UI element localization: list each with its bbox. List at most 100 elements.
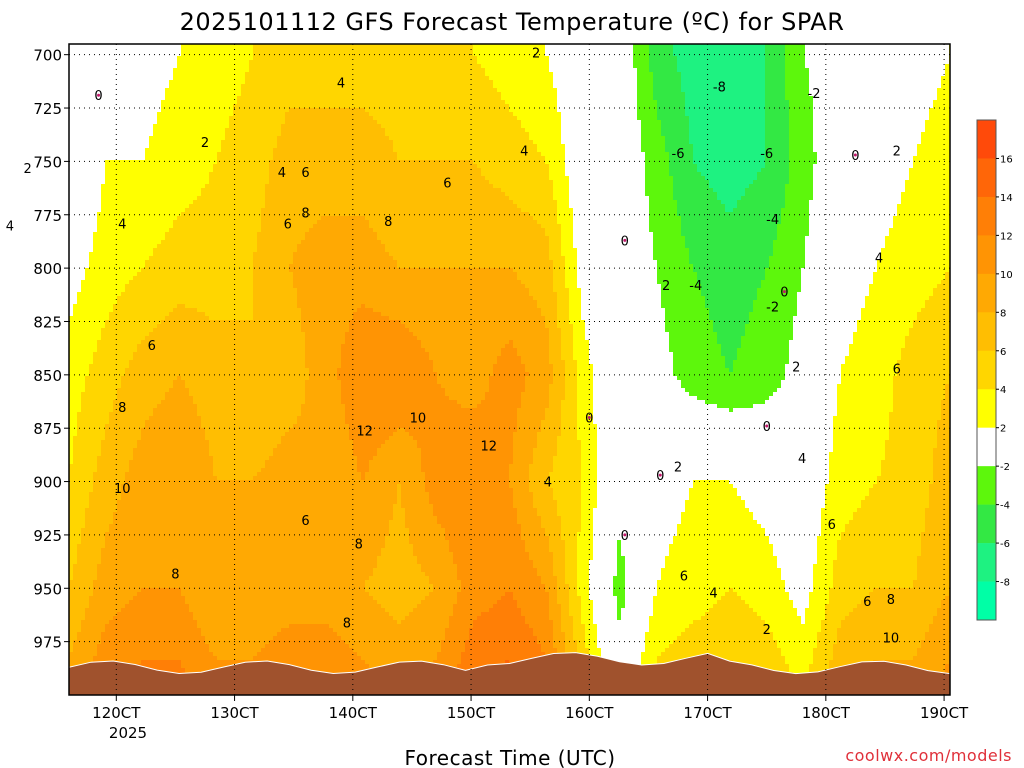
field-cell xyxy=(85,220,90,225)
field-cell xyxy=(85,168,90,173)
field-cell xyxy=(173,144,178,149)
field-cell xyxy=(165,448,170,453)
field-cell xyxy=(153,588,158,593)
field-cell xyxy=(177,144,182,149)
field-cell xyxy=(93,312,98,317)
field-cell xyxy=(97,312,102,317)
field-cell xyxy=(113,592,118,597)
field-cell xyxy=(137,640,142,645)
field-cell xyxy=(77,152,82,157)
field-cell xyxy=(93,196,98,201)
field-cell xyxy=(185,464,190,469)
field-cell xyxy=(105,284,110,289)
field-cell xyxy=(181,252,186,257)
field-cell xyxy=(113,648,118,653)
field-cell xyxy=(173,456,178,461)
field-cell xyxy=(93,60,98,65)
field-cell xyxy=(165,508,170,513)
field-cell xyxy=(165,336,170,341)
field-cell xyxy=(177,220,182,225)
field-cell xyxy=(153,484,158,489)
field-cell xyxy=(105,420,110,425)
field-cell xyxy=(121,340,126,345)
field-cell xyxy=(189,156,194,161)
field-cell xyxy=(77,96,82,101)
field-cell xyxy=(85,156,90,161)
field-cell xyxy=(113,172,118,177)
field-cell xyxy=(153,600,158,605)
field-cell xyxy=(105,460,110,465)
field-cell xyxy=(85,368,90,373)
field-cell xyxy=(149,584,154,589)
field-cell xyxy=(97,328,102,333)
field-cell xyxy=(173,108,178,113)
field-cell xyxy=(109,96,114,101)
field-cell xyxy=(137,252,142,257)
field-cell xyxy=(73,364,78,369)
field-cell xyxy=(85,264,90,269)
field-cell xyxy=(181,604,186,609)
field-cell xyxy=(133,552,138,557)
field-cell xyxy=(85,388,90,393)
field-cell xyxy=(181,96,186,101)
field-cell xyxy=(69,584,74,589)
field-cell xyxy=(69,204,74,209)
field-cell xyxy=(77,444,82,449)
field-cell xyxy=(105,184,110,189)
field-cell xyxy=(129,516,134,521)
field-cell xyxy=(113,524,118,529)
field-cell xyxy=(145,276,150,281)
field-cell xyxy=(105,196,110,201)
field-cell xyxy=(73,248,78,253)
field-cell xyxy=(149,492,154,497)
field-cell xyxy=(113,320,118,325)
field-cell xyxy=(173,280,178,285)
field-cell xyxy=(105,356,110,361)
field-cell xyxy=(113,76,118,81)
field-cell xyxy=(137,164,142,169)
field-cell xyxy=(145,88,150,93)
field-cell xyxy=(109,552,114,557)
field-cell xyxy=(117,588,122,593)
field-cell xyxy=(145,300,150,305)
field-cell xyxy=(185,532,190,537)
field-cell xyxy=(141,140,146,145)
field-cell xyxy=(149,596,154,601)
field-cell xyxy=(89,252,94,257)
field-cell xyxy=(69,284,74,289)
field-cell xyxy=(137,136,142,141)
field-cell xyxy=(157,200,162,205)
field-cell xyxy=(189,396,194,401)
field-cell xyxy=(109,296,114,301)
field-cell xyxy=(113,328,118,333)
field-cell xyxy=(161,168,166,173)
field-cell xyxy=(109,632,114,637)
field-cell xyxy=(85,528,90,533)
field-cell xyxy=(101,116,106,121)
field-cell xyxy=(157,492,162,497)
field-cell xyxy=(149,208,154,213)
field-cell xyxy=(125,620,130,625)
field-cell xyxy=(85,648,90,653)
field-cell xyxy=(153,596,158,601)
field-cell xyxy=(177,236,182,241)
field-cell xyxy=(169,148,174,153)
field-cell xyxy=(145,568,150,573)
field-cell xyxy=(89,132,94,137)
field-cell xyxy=(161,552,166,557)
field-cell xyxy=(185,304,190,309)
field-cell xyxy=(93,112,98,117)
field-cell xyxy=(81,236,86,241)
field-cell xyxy=(73,392,78,397)
field-cell xyxy=(113,260,118,265)
field-cell xyxy=(141,312,146,317)
field-cell xyxy=(165,276,170,281)
field-cell xyxy=(85,452,90,457)
field-cell xyxy=(105,440,110,445)
field-cell xyxy=(181,192,186,197)
field-cell xyxy=(105,392,110,397)
field-cell xyxy=(77,104,82,109)
field-cell xyxy=(133,312,138,317)
field-cell xyxy=(109,412,114,417)
field-cell xyxy=(169,236,174,241)
